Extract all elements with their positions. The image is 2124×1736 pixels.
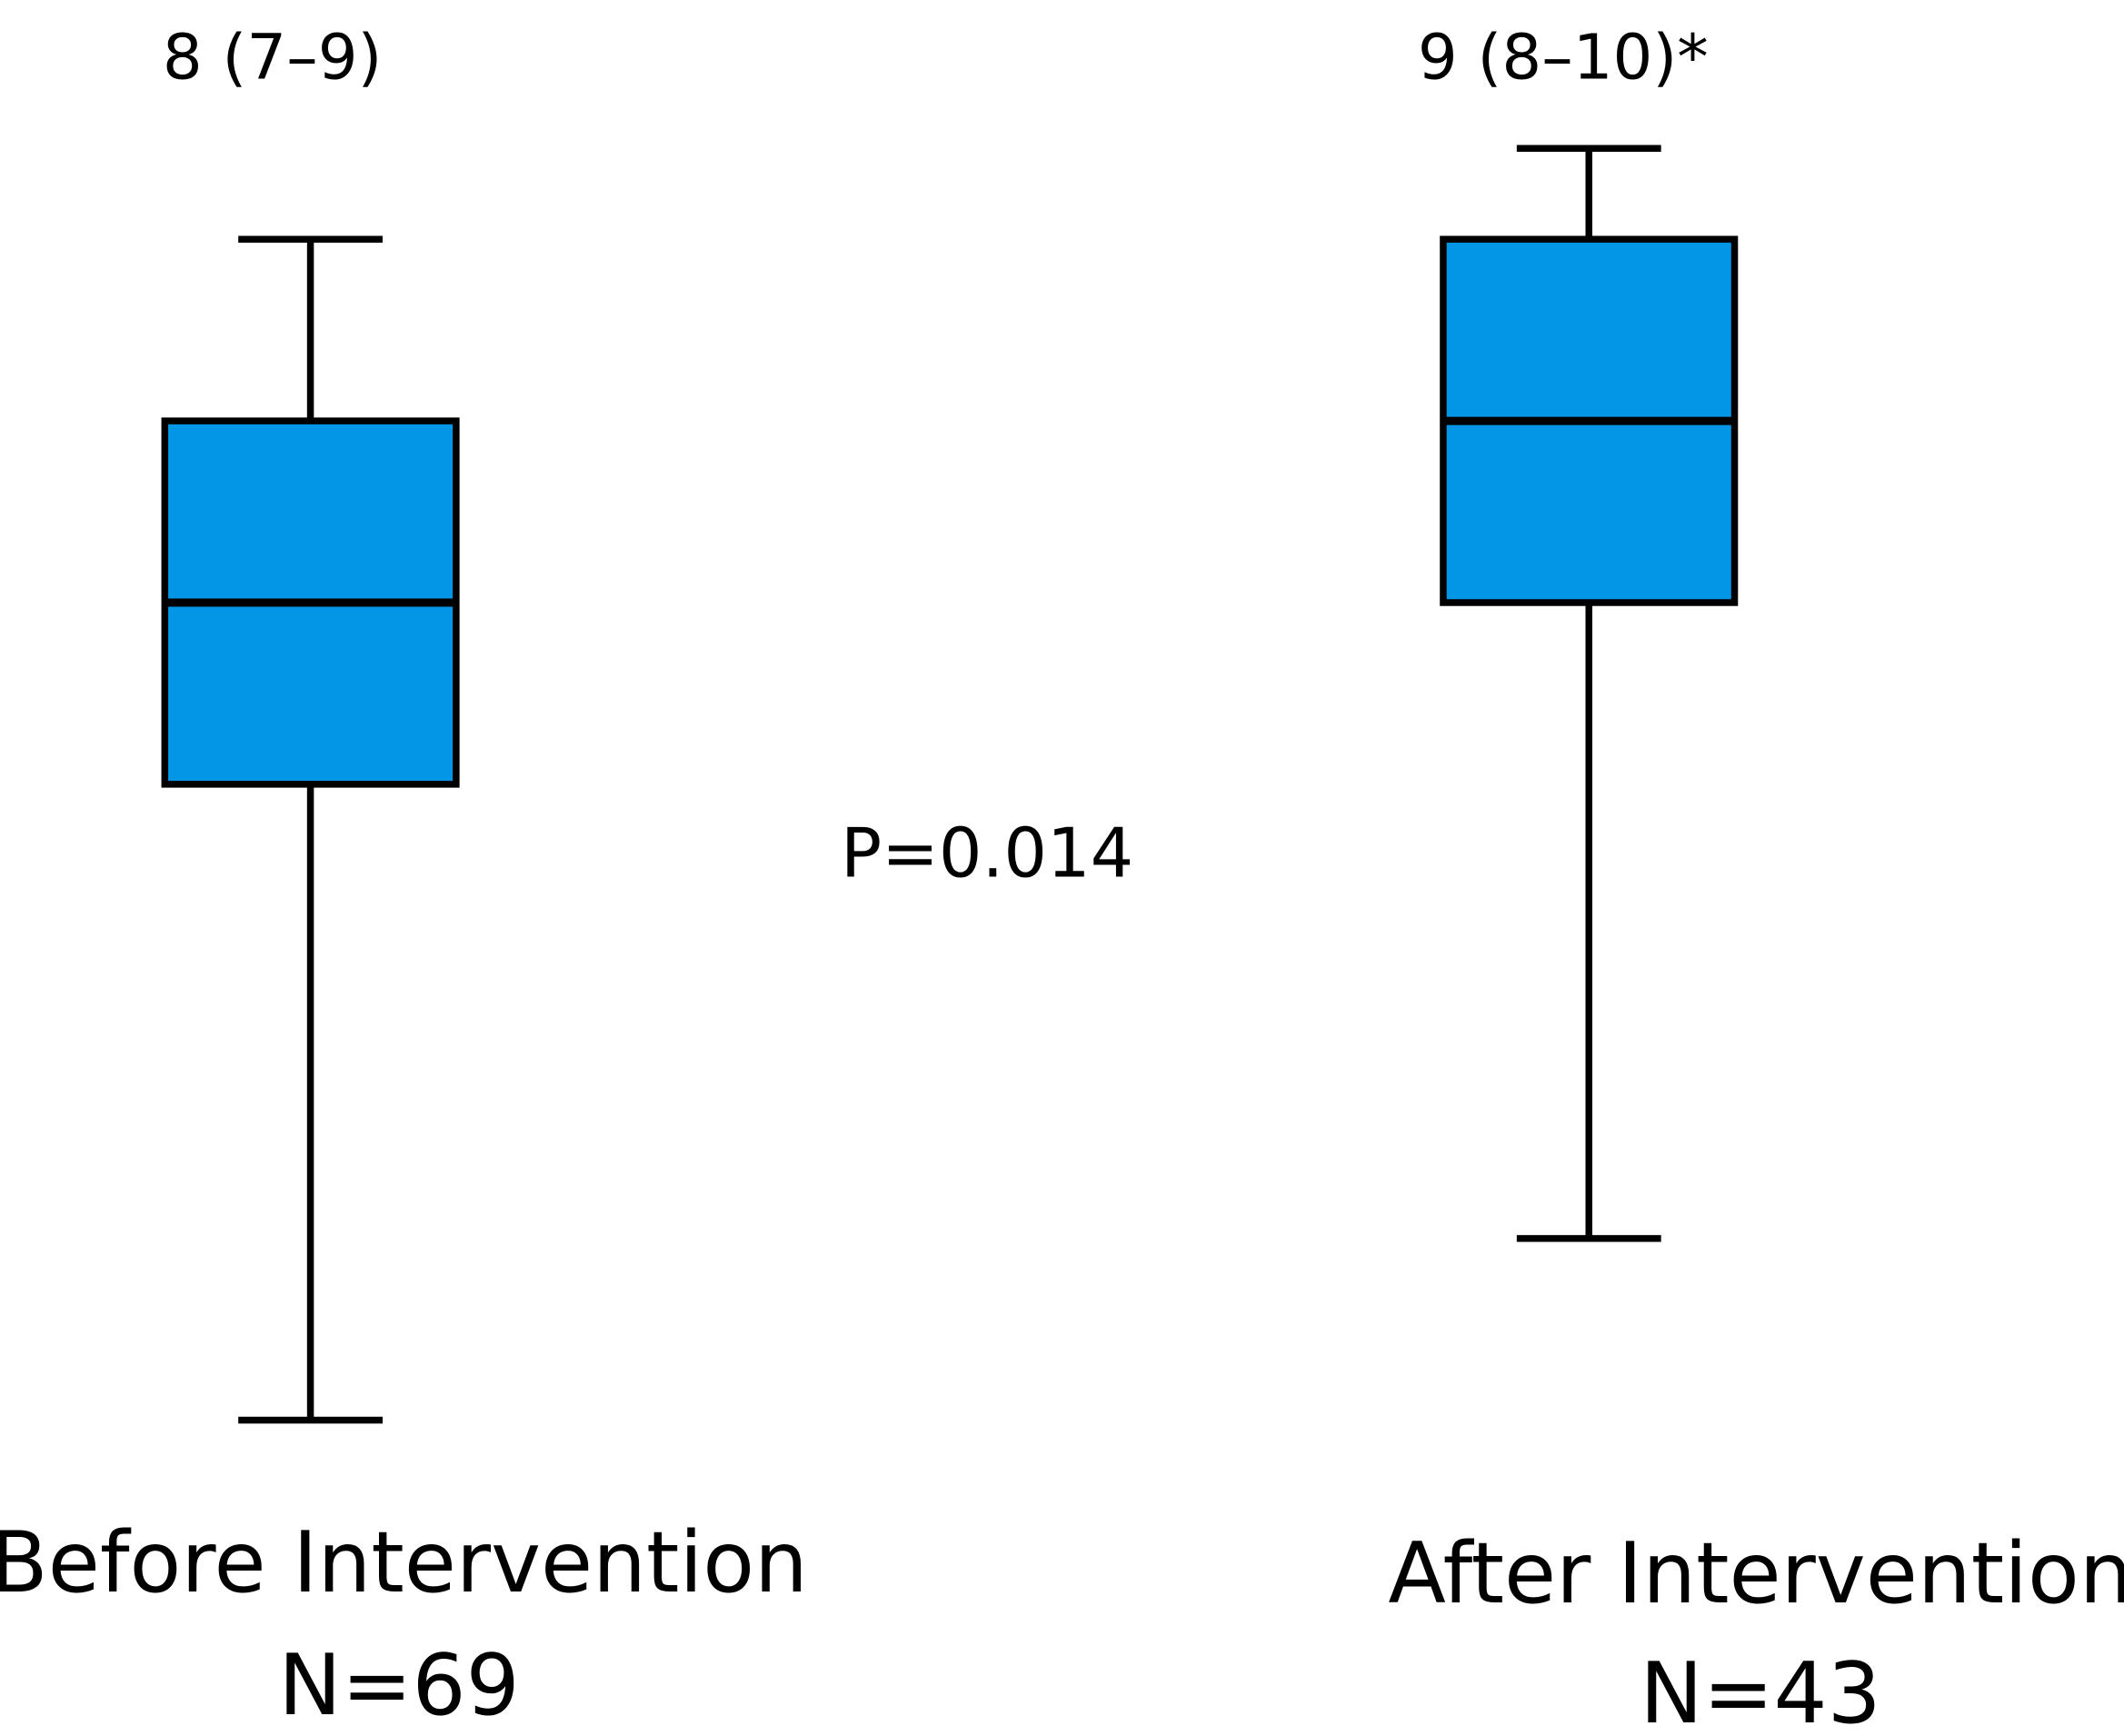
value-label: 9 (8–10)*	[1418, 21, 1709, 94]
category-label: After Intervention	[1388, 1524, 2124, 1622]
value-label: 8 (7–9)	[163, 21, 383, 94]
category-label: Before Intervention	[0, 1513, 808, 1611]
p-value: P=0.014	[841, 813, 1133, 893]
sample-size: N=43	[1640, 1644, 1880, 1736]
sample-size: N=69	[278, 1636, 519, 1734]
